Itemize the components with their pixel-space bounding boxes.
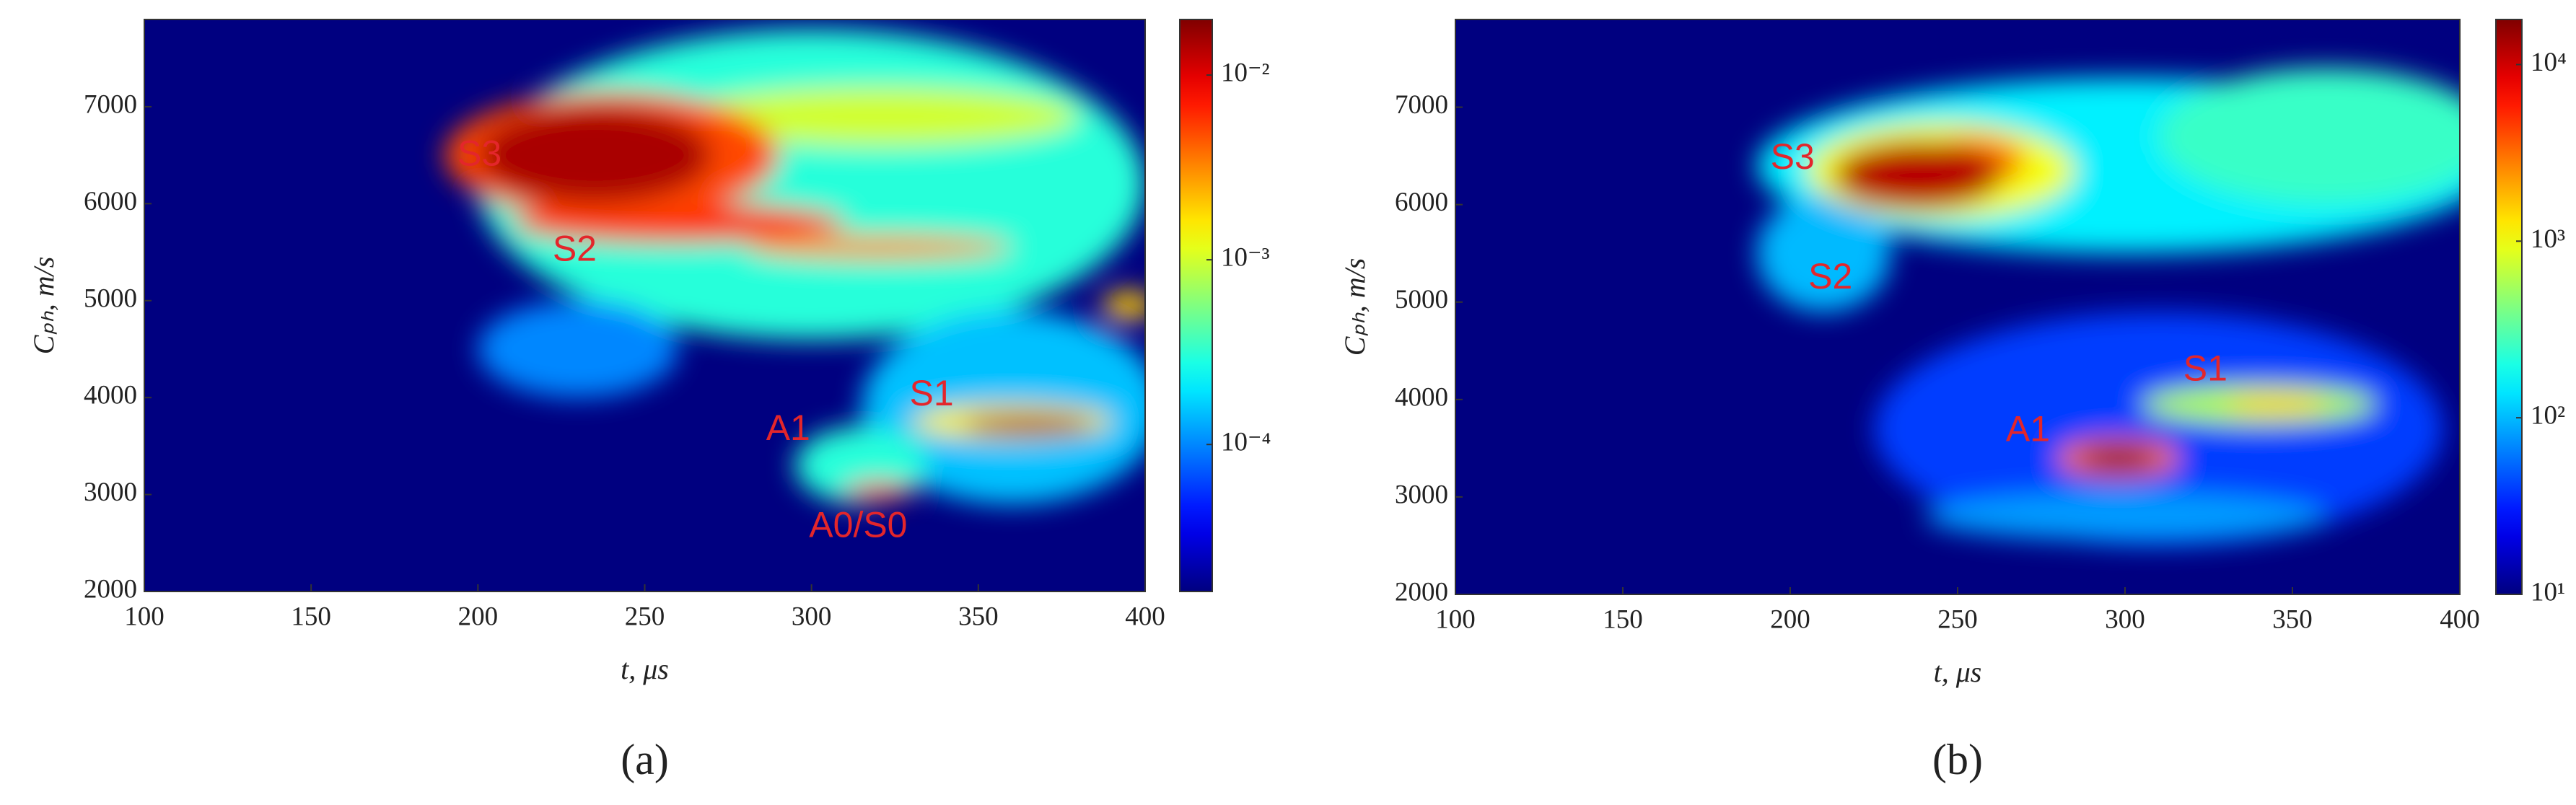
colorbar-tick-label: 10² <box>2531 401 2565 431</box>
colorbar <box>2495 19 2523 595</box>
x-tick-label: 200 <box>1770 604 1810 634</box>
x-axis-label: t, μs <box>1934 656 1982 688</box>
y-tick-label: 3000 <box>1395 480 1448 509</box>
x-tick-label: 400 <box>2440 604 2480 634</box>
annotation: A1 <box>2006 409 2050 449</box>
heat-region <box>1924 492 2326 541</box>
heat-layer <box>444 29 1145 505</box>
annotation: A0/S0 <box>809 504 907 545</box>
annotation: A1 <box>766 408 810 448</box>
x-tick-label: 350 <box>958 602 999 631</box>
x-tick-label: 350 <box>2272 604 2313 634</box>
heat-region <box>745 235 1012 259</box>
x-tick-label: 300 <box>792 602 832 631</box>
heat-region <box>2158 68 2460 205</box>
panel-label: (b) <box>1932 736 1983 783</box>
y-tick-label: 5000 <box>1395 285 1448 314</box>
x-tick-label: 100 <box>124 602 165 631</box>
colorbar-tick-label: 10⁻⁴ <box>1221 428 1271 457</box>
x-tick-label: 250 <box>1937 604 1978 634</box>
x-tick-label: 200 <box>458 602 499 631</box>
annotation: S2 <box>1808 256 1852 296</box>
colorbar-tick-label: 10⁴ <box>2531 48 2567 77</box>
heat-region <box>1834 141 2002 210</box>
colorbar <box>1179 19 1213 592</box>
heat-region <box>961 415 1095 435</box>
y-tick-label: 7000 <box>1395 90 1448 120</box>
heat-region <box>2078 445 2159 471</box>
y-tick-label: 2000 <box>1395 577 1448 607</box>
colorbar-tick-label: 10⁻² <box>1221 58 1270 88</box>
y-tick-label: 6000 <box>84 187 137 216</box>
y-tick-label: 4000 <box>84 381 137 410</box>
y-axis-label: Cₚₕ, m/s <box>1339 258 1371 356</box>
heat-region <box>1874 312 2443 546</box>
heat-region <box>678 87 1079 146</box>
x-axis-label: t, μs <box>621 653 669 685</box>
y-tick-label: 2000 <box>84 574 137 604</box>
annotation: S3 <box>457 133 501 173</box>
x-tick-label: 150 <box>1603 604 1643 634</box>
heat-region <box>478 106 711 204</box>
heat-region <box>1756 195 1891 312</box>
annotation: S1 <box>2183 348 2227 388</box>
y-axis-label: Cₚₕ, m/s <box>27 257 60 355</box>
x-tick-label: 300 <box>2105 604 2145 634</box>
annotation: S3 <box>1771 136 1815 177</box>
heat-region <box>844 483 912 501</box>
annotation: S2 <box>553 228 597 268</box>
annotation: S1 <box>910 373 954 413</box>
heat-region <box>2225 395 2326 415</box>
heat-region <box>478 300 678 398</box>
colorbar-tick-label: 10³ <box>2531 224 2565 254</box>
y-tick-label: 6000 <box>1395 188 1448 217</box>
x-tick-label: 400 <box>1125 602 1165 631</box>
x-tick-label: 100 <box>1435 604 1476 634</box>
panel-label: (a) <box>621 736 669 783</box>
colorbar-tick-label: 10¹ <box>2531 577 2565 607</box>
y-tick-label: 3000 <box>84 478 137 507</box>
y-tick-label: 4000 <box>1395 382 1448 412</box>
colorbar-tick-label: 10⁻³ <box>1221 243 1270 273</box>
x-tick-label: 250 <box>625 602 665 631</box>
x-tick-label: 150 <box>291 602 331 631</box>
y-tick-label: 5000 <box>84 283 137 313</box>
heat-region <box>1101 291 1145 320</box>
chart-panel: 100 150 200 250 300 350 400 2000 3000 4000 5000 600… <box>1339 19 2567 783</box>
chart-panel: 100 150 200 250 300 350 400 2000 3000 4000 5000 600… <box>27 19 1271 783</box>
heat-layer <box>1756 68 2460 546</box>
y-tick-label: 7000 <box>84 89 137 119</box>
